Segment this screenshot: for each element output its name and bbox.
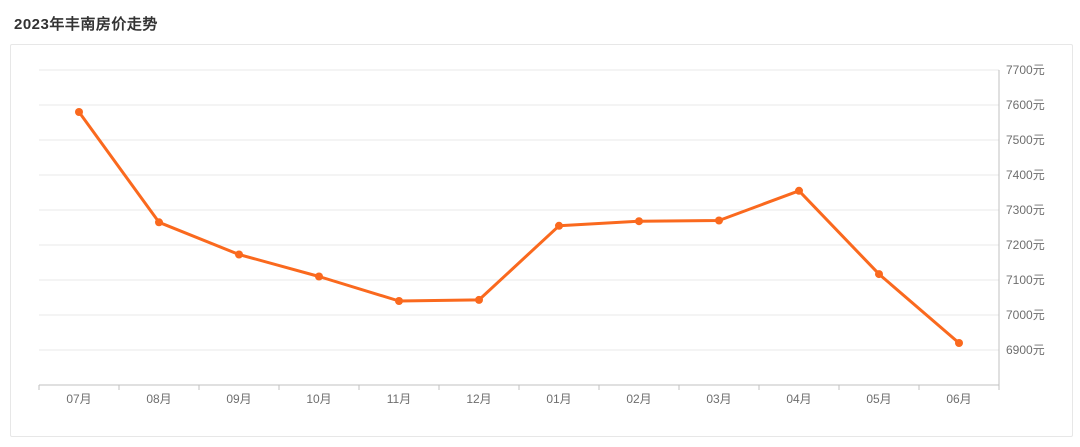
y-axis-tick-label: 7200元 bbox=[1006, 238, 1045, 252]
chart-card: 6900元 7000元 7100元 7200元 7300元 7400元 7500元 7600元… bbox=[10, 44, 1073, 437]
x-axis-tick-label: 12月 bbox=[466, 392, 491, 406]
price-point-marker[interactable] bbox=[715, 216, 723, 225]
x-axis-tick-label: 02月 bbox=[626, 392, 651, 406]
y-axis-tick-label: 7100元 bbox=[1006, 273, 1045, 287]
price-point-marker[interactable] bbox=[75, 108, 83, 116]
price-point-marker[interactable] bbox=[315, 272, 323, 281]
y-axis-tick-label: 7600元 bbox=[1006, 98, 1045, 112]
x-axis-tick-label: 06月 bbox=[946, 392, 971, 406]
price-point-marker[interactable] bbox=[555, 221, 563, 230]
price-point-marker[interactable] bbox=[155, 218, 163, 227]
x-axis-tick-label: 01月 bbox=[546, 392, 571, 406]
x-axis-tick-label: 09月 bbox=[226, 392, 251, 406]
x-axis-tick-label: 05月 bbox=[866, 392, 891, 406]
price-trend-chart: 6900元 7000元 7100元 7200元 7300元 7400元 7500元 7600元… bbox=[38, 63, 1045, 406]
chart-title: 2023年丰南房价走势 bbox=[14, 16, 158, 33]
y-axis-tick-label: 7700元 bbox=[1006, 63, 1045, 77]
price-point-marker[interactable] bbox=[795, 186, 803, 195]
price-point-marker[interactable] bbox=[235, 250, 243, 259]
price-point-marker[interactable] bbox=[475, 295, 483, 304]
price-point-marker[interactable] bbox=[955, 339, 963, 347]
x-axis-tick-label: 08月 bbox=[146, 392, 171, 406]
x-axis-tick-label: 07月 bbox=[66, 392, 91, 406]
price-point-marker[interactable] bbox=[635, 217, 643, 226]
y-axis-tick-label: 7300元 bbox=[1006, 203, 1045, 217]
y-axis-tick-label: 7400元 bbox=[1006, 168, 1045, 182]
y-axis-tick-label: 7000元 bbox=[1006, 308, 1045, 322]
price-point-marker[interactable] bbox=[395, 297, 403, 305]
price-trend-line bbox=[77, 110, 961, 345]
y-axis-tick-label: 7500元 bbox=[1006, 133, 1045, 147]
x-axis-tick-label: 04月 bbox=[786, 392, 811, 406]
x-axis-tick-label: 10月 bbox=[306, 392, 331, 406]
x-axis-tick-label: 03月 bbox=[706, 392, 731, 406]
y-axis-tick-label: 6900元 bbox=[1006, 343, 1045, 357]
price-point-marker[interactable] bbox=[875, 270, 883, 279]
x-axis-tick-label: 11月 bbox=[387, 392, 411, 406]
